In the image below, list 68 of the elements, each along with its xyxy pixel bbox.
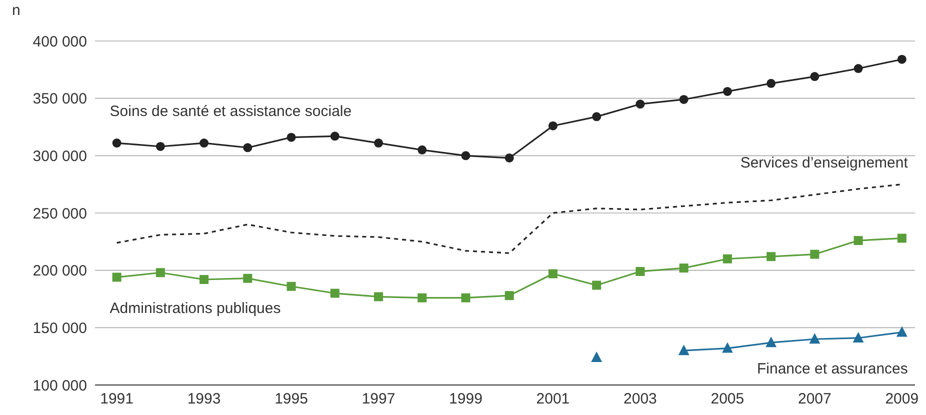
point [374,292,384,302]
point [461,151,470,160]
point [809,333,820,344]
y-tick-label: 100 000 [32,377,87,394]
x-tick-label: 1997 [362,390,396,408]
point [200,138,209,148]
y-tick-label: 300 000 [32,148,87,165]
point [591,351,602,362]
line-series [116,184,903,254]
point [112,138,122,148]
y-tick-label: 150 000 [32,320,87,337]
y-tick-label: 200 000 [32,262,87,280]
point [156,142,165,151]
point [592,280,602,290]
point [636,100,645,109]
point [330,288,340,298]
point [504,291,514,300]
series-label: Administrations publiques [110,300,281,318]
x-tick-label: 1991 [100,390,134,408]
point [897,54,906,64]
point [679,94,688,104]
point [374,138,384,148]
point [636,266,645,276]
x-tick-label: 2005 [710,390,744,408]
point [112,272,122,282]
x-tick-label: 2007 [798,390,832,408]
point [418,145,427,154]
point [286,132,296,142]
x-tick-label: 2003 [624,390,657,408]
x-tick-label: 1993 [187,390,221,408]
point [461,293,470,302]
point [200,275,209,284]
x-tick-label: 1995 [274,390,308,408]
point [678,344,690,356]
point [766,78,776,88]
point [243,274,252,283]
point [722,254,732,264]
point [286,282,296,291]
point [896,326,908,337]
point [504,153,514,162]
y-tick-label: 250 000 [32,205,87,222]
point [330,132,340,141]
x-tick-label: 2001 [536,390,570,408]
point [592,112,602,122]
point [854,236,863,246]
x-tick-label: 1999 [449,390,482,408]
point [156,268,165,278]
point [810,250,820,259]
point [679,264,688,273]
y-tick-label: 350 000 [32,90,87,108]
point [548,121,558,130]
series-label: Soins de santé et assistance sociale [110,103,352,120]
point [243,143,252,152]
point [810,72,820,82]
point [722,86,732,96]
point [722,342,733,353]
point [897,234,906,243]
point [548,269,558,278]
point [852,332,864,342]
point [766,252,776,262]
y-tick-label: 400 000 [32,33,87,50]
point [854,64,863,74]
series-label: Finance et assurances [756,360,908,378]
point [766,336,777,348]
series-label: Services d’enseignement [740,154,909,172]
y-axis-title: n [12,2,20,19]
x-tick-label: 2009 [885,390,919,408]
point [418,293,427,302]
